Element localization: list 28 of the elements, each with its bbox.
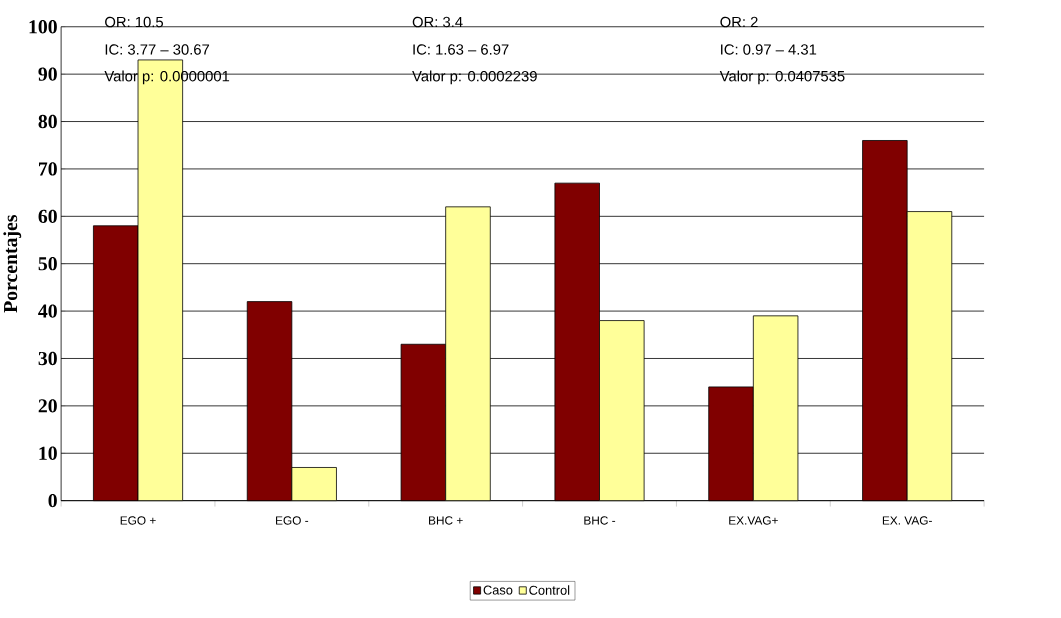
y-tick-label: 80 — [38, 115, 57, 129]
annotation: IC: 3.77 – 30.67 — [105, 44, 210, 55]
annotation: OR: 10.5 — [105, 16, 164, 28]
x-tick-label: EX. VAG- — [882, 516, 932, 525]
y-axis-title: Porcentajes — [3, 215, 22, 313]
legend-label: Control — [529, 585, 570, 595]
x-tick-label: EX.VAG+ — [729, 516, 778, 525]
x-tick-label: EGO + — [120, 516, 156, 525]
x-tick-label: EGO - — [276, 516, 309, 525]
y-tick-label: 30 — [38, 352, 57, 366]
annotation: IC: 0.97 – 4.31 — [721, 44, 817, 55]
legend-label: Caso — [483, 585, 513, 595]
y-tick-label: 10 — [39, 446, 57, 461]
y-tick-label: 40 — [38, 304, 57, 318]
x-tick-label: BHC - — [584, 516, 616, 525]
annotation: Valor p: 0.0002239 — [412, 70, 537, 85]
annotation: Valor p: 0.0407535 — [719, 70, 845, 85]
annotation: OR: 2 — [720, 16, 758, 28]
y-tick-label: 70 — [39, 162, 57, 176]
y-tick-label: 20 — [38, 399, 57, 413]
y-tick-label: 60 — [38, 209, 57, 224]
y-tick-label: 50 — [38, 257, 57, 271]
annotation: OR: 3.4 — [412, 16, 463, 28]
y-tick-label: 0 — [48, 494, 57, 508]
y-tick-label: 90 — [38, 67, 57, 81]
y-tick-label: 100 — [29, 20, 57, 34]
annotation: IC: 1.63 – 6.97 — [413, 44, 509, 55]
x-tick-label: BHC + — [429, 516, 463, 525]
